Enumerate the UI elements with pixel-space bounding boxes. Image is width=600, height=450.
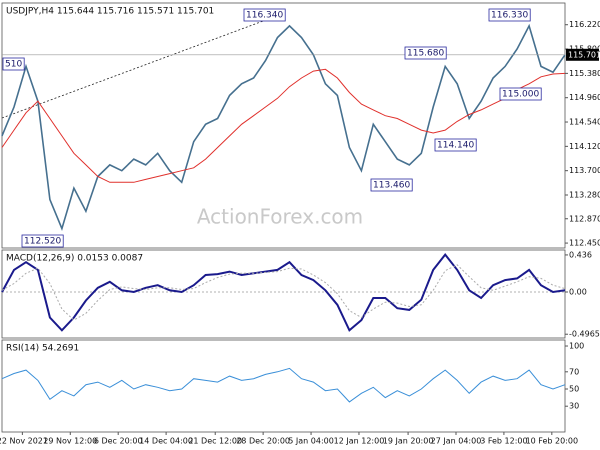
x-tick-label: 5 Jan 04:00 [288,437,334,446]
y-tick-label: 115.380 [569,69,600,78]
series-line [1,367,566,403]
series-line [1,252,566,332]
panel-title: RSI(14) 54.2691 [6,344,79,354]
y-tick-label: 114.960 [569,93,600,102]
annotation: 112.520 [24,237,61,247]
x-tick-label: 29 Nov 12:00 [43,437,97,446]
x-tick-label: 12 Jan 12:00 [334,437,385,446]
panel-title: MACD(12,26,9) 0.0153 0.0087 [6,254,143,264]
annotation-box [21,234,64,248]
y-tick-label: -0.4965 [569,330,600,339]
x-tick-label: 22 Nov 2021 [0,437,48,446]
y-tick-label: 30 [569,402,579,411]
annotation-box [404,46,447,60]
annotation-box [488,8,531,22]
panel-border [1,2,566,249]
y-tick-label: 113.280 [569,191,600,200]
y-tick-label: 0.436 [569,250,592,259]
trend-line [1,13,283,119]
last-price-label: 115.701 [568,50,600,59]
x-tick-label: 21 Dec 12:00 [188,437,242,446]
annotation: 115.680 [407,49,444,59]
panel-border [1,339,566,433]
panel-title: USDJPY,H4 115.644 115.716 115.571 115.70… [6,7,214,17]
watermark: ActionForex.com [197,205,363,229]
annotation: 114.140 [437,141,474,151]
x-tick-label: 28 Dec 20:00 [236,437,290,446]
x-tick-label: 3 Feb 12:00 [480,437,527,446]
series-line [1,68,566,183]
y-tick-label: 114.540 [569,118,600,127]
y-tick-label: 113.700 [569,166,600,175]
annotation: 116.330 [491,11,528,21]
x-tick-label: 14 Dec 04:00 [139,437,193,446]
series-line [1,264,566,321]
y-tick-label: 0.00 [569,288,587,297]
x-tick-label: 6 Dec 20:00 [94,437,143,446]
y-tick-label: 100 [569,342,584,351]
y-tick-label: 70 [569,367,579,376]
y-tick-label: 50 [569,385,579,394]
series-line [1,23,566,231]
x-tick-label: 27 Jan 04:00 [431,437,482,446]
y-tick-label: 112.450 [569,239,600,248]
annotation-box [434,138,477,152]
panel-border [1,249,566,339]
y-tick-label: 114.120 [569,142,600,151]
y-tick-label: 116.220 [569,20,600,29]
annotation-box [370,178,413,192]
annotation: 510 [5,60,22,70]
annotation-box [499,87,542,101]
x-tick-label: 19 Jan 20:00 [383,437,434,446]
last-price-box [566,48,599,61]
annotation: 116.340 [246,11,283,21]
annotation-box [2,57,25,71]
y-tick-label: 112.870 [569,214,600,223]
x-tick-label: 10 Feb 20:00 [526,437,578,446]
annotation: 113.460 [373,181,410,191]
annotation-box [243,8,286,22]
annotation: 115.000 [502,90,539,100]
